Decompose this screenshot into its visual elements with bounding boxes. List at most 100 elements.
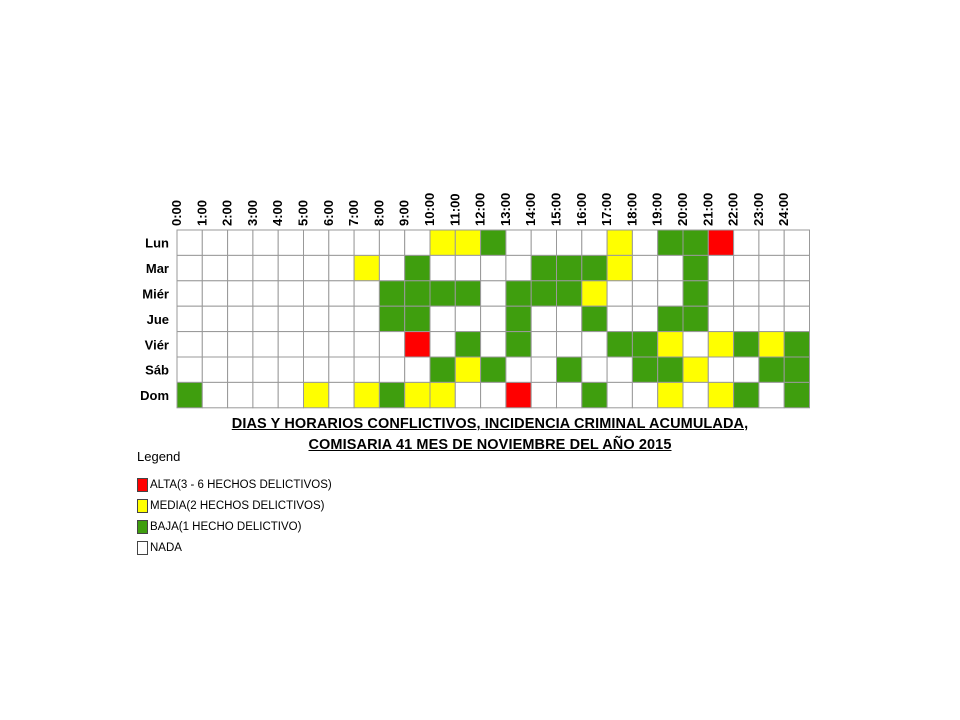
- heatmap-cell: [530, 356, 558, 383]
- hour-label: 12:00: [473, 193, 488, 226]
- hour-label: 17:00: [599, 193, 614, 226]
- heatmap-cell: [252, 381, 279, 409]
- heatmap-cell: [328, 280, 355, 307]
- heatmap-cell: [277, 229, 305, 256]
- heatmap-cell: [303, 331, 330, 358]
- heatmap-cell: [758, 229, 785, 256]
- heatmap-cell: [758, 254, 785, 282]
- heatmap-cell: [530, 305, 558, 333]
- hour-label: 5:00: [296, 200, 311, 226]
- heatmap-cell: [176, 356, 203, 383]
- hour-label: 18:00: [624, 193, 639, 226]
- heatmap-cell: [429, 381, 456, 409]
- heatmap-cell: [733, 381, 760, 409]
- hour-label: 9:00: [397, 200, 412, 226]
- heatmap-cell: [505, 305, 532, 333]
- heatmap-cell: [505, 254, 532, 282]
- heatmap-cell: [783, 280, 811, 307]
- heatmap-cell: [556, 305, 583, 333]
- heatmap-cell: [783, 254, 811, 282]
- heatmap-cell: [303, 356, 330, 383]
- heatmap-cell: [783, 356, 811, 383]
- heatmap-cell: [201, 254, 229, 282]
- heatmap-cell: [682, 280, 709, 307]
- heatmap-cell: [707, 305, 735, 333]
- heatmap-cell: [404, 229, 431, 256]
- heatmap-cell: [581, 356, 608, 383]
- heatmap-cell: [429, 229, 456, 256]
- heatmap-cell: [758, 331, 785, 358]
- hour-label: 1:00: [194, 200, 209, 226]
- heatmap-cell: [657, 280, 684, 307]
- heatmap-cell: [631, 305, 659, 333]
- heatmap-cell: [252, 305, 279, 333]
- legend-label-nada: NADA: [150, 541, 182, 554]
- day-label: Sáb: [145, 363, 169, 378]
- hour-labels: 0:00 1:00 2:00 3:00 4:00 5:00 6:00 7:00 8:00 9:00…: [169, 193, 791, 226]
- legend-item-baja: BAJA(1 HECHO DELICTIVO): [137, 516, 332, 537]
- heatmap-cell: [631, 356, 659, 383]
- heatmap-cell: [454, 280, 482, 307]
- heatmap-cell: [733, 305, 760, 333]
- hour-label: 13:00: [498, 193, 513, 226]
- chart-title-line-1: DIAS Y HORARIOS CONFLICTIVOS, INCIDENCIA…: [231, 416, 749, 432]
- heatmap-cell: [783, 305, 811, 333]
- heatmap-cell: [429, 356, 456, 383]
- legend-swatch-baja: [137, 519, 148, 534]
- heatmap-cell: [328, 229, 355, 256]
- legend-swatch-nada: [137, 540, 148, 555]
- heatmap-cell: [556, 331, 583, 358]
- heatmap-cell: [480, 331, 507, 358]
- heatmap-cell: [530, 381, 558, 409]
- heatmap-cell: [480, 305, 507, 333]
- heatmap-cell: [480, 280, 507, 307]
- heatmap-cell: [201, 356, 229, 383]
- day-label: Miér: [142, 287, 169, 302]
- heatmap-cell: [303, 305, 330, 333]
- legend: Legend ALTA(3 - 6 HECHOS DELICTIVOS) MED…: [137, 449, 332, 558]
- heatmap-cell: [631, 254, 659, 282]
- heatmap-cell: [631, 280, 659, 307]
- heatmap-cell: [783, 381, 811, 409]
- heatmap-cell: [657, 305, 684, 333]
- heatmap-cell: [227, 254, 254, 282]
- heatmap-cell: [227, 305, 254, 333]
- heatmap-cell: [505, 331, 532, 358]
- heatmap-cell: [378, 331, 406, 358]
- heatmap-cells: [176, 229, 811, 409]
- heatmap-cell: [707, 356, 735, 383]
- heatmap-cell: [429, 254, 456, 282]
- heatmap-cell: [606, 280, 633, 307]
- heatmap-cell: [303, 280, 330, 307]
- heatmap-cell: [758, 381, 785, 409]
- heatmap-cell: [454, 331, 482, 358]
- day-label: Lun: [145, 236, 169, 251]
- heatmap-cell: [252, 331, 279, 358]
- heatmap-cell: [682, 229, 709, 256]
- heatmap-cell: [404, 356, 431, 383]
- heatmap-cell: [328, 381, 355, 409]
- heatmap-cell: [606, 331, 633, 358]
- heatmap-cell: [378, 254, 406, 282]
- day-label: Dom: [140, 388, 169, 403]
- hour-label: 21:00: [700, 193, 715, 226]
- heatmap-cell: [758, 305, 785, 333]
- heatmap-cell: [277, 356, 305, 383]
- heatmap-cell: [252, 254, 279, 282]
- heatmap-cell: [227, 280, 254, 307]
- heatmap-cell: [707, 331, 735, 358]
- heatmap-cell: [530, 229, 558, 256]
- heatmap-cell: [277, 331, 305, 358]
- day-labels: Lun Mar Miér Jue Viér Sáb Dom: [140, 236, 169, 403]
- heatmap-cell: [176, 331, 203, 358]
- heatmap-cell: [277, 254, 305, 282]
- heatmap-cell: [378, 229, 406, 256]
- heatmap-cell: [707, 381, 735, 409]
- heatmap-cell: [353, 280, 380, 307]
- heatmap-cell: [201, 280, 229, 307]
- heatmap-cell: [277, 280, 305, 307]
- hour-label: 6:00: [321, 200, 336, 226]
- heatmap-cell: [353, 254, 380, 282]
- heatmap-cell: [733, 356, 760, 383]
- heatmap-cell: [682, 254, 709, 282]
